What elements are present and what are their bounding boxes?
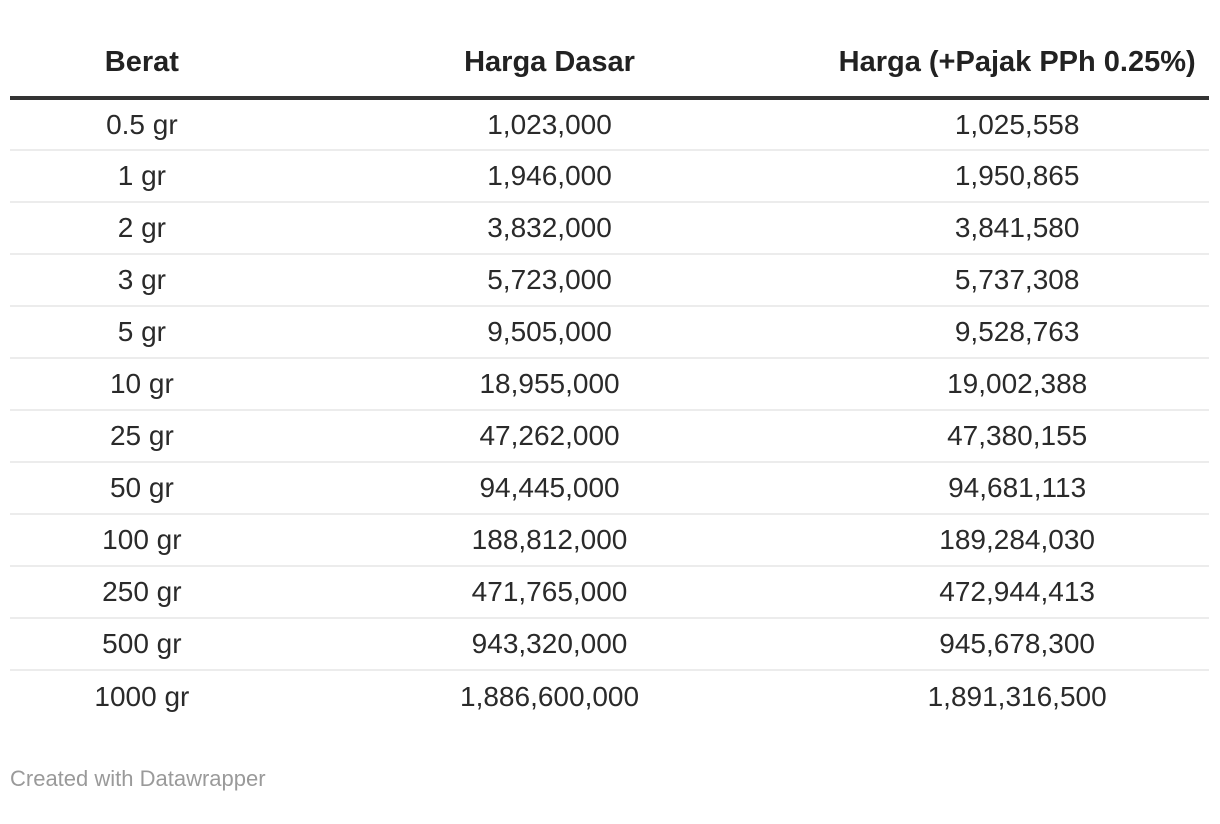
cell-berat: 1000 gr bbox=[94, 680, 190, 712]
cell-harga-pajak: 1,950,865 bbox=[825, 150, 1209, 203]
cell-harga-pajak: 3,841,580 bbox=[825, 202, 1209, 255]
cell-harga-pajak: 47,380,155 bbox=[825, 410, 1209, 463]
table-row: 250 gr 471,765,000 472,944,413 bbox=[10, 566, 1209, 619]
table-row: 1000 gr 1,886,600,000 1,891,316,500 bbox=[10, 670, 1209, 722]
table-row: 3 gr 5,723,000 5,737,308 bbox=[10, 254, 1209, 307]
cell-berat: 10 gr bbox=[10, 358, 274, 411]
cell-harga-pajak: 945,678,300 bbox=[825, 618, 1209, 671]
cell-harga-dasar: 1,023,000 bbox=[273, 98, 826, 151]
table-row: 10 gr 18,955,000 19,002,388 bbox=[10, 358, 1209, 411]
cell-harga-pajak: 472,944,413 bbox=[825, 566, 1209, 619]
column-header-harga-pajak: Harga (+Pajak PPh 0.25%) bbox=[825, 0, 1209, 100]
table-row: 25 gr 47,262,000 47,380,155 bbox=[10, 410, 1209, 463]
datawrapper-credit: Created with Datawrapper bbox=[10, 766, 266, 791]
table-row: 0.5 gr 1,023,000 1,025,558 bbox=[10, 98, 1209, 151]
cell-harga-pajak: 9,528,763 bbox=[825, 306, 1209, 359]
cell-harga-pajak: 189,284,030 bbox=[825, 514, 1209, 567]
cell-harga-dasar: 94,445,000 bbox=[273, 462, 826, 515]
price-table: Berat Harga Dasar Harga (+Pajak PPh 0.25… bbox=[10, 0, 1209, 722]
cell-harga-pajak: 19,002,388 bbox=[825, 358, 1209, 411]
cell-harga-dasar: 1,886,600,000 bbox=[460, 680, 640, 712]
cell-harga-pajak: 1,025,558 bbox=[825, 98, 1209, 151]
cell-harga-pajak: 94,681,113 bbox=[825, 462, 1209, 515]
cell-harga-dasar: 943,320,000 bbox=[273, 618, 826, 671]
cell-harga-dasar: 18,955,000 bbox=[273, 358, 826, 411]
price-table-container: Berat Harga Dasar Harga (+Pajak PPh 0.25… bbox=[10, 0, 1209, 722]
cell-berat: 1 gr bbox=[10, 150, 274, 203]
table-row: 500 gr 943,320,000 945,678,300 bbox=[10, 618, 1209, 671]
cell-berat: 25 gr bbox=[10, 410, 274, 463]
cell-harga-dasar: 471,765,000 bbox=[273, 566, 826, 619]
cell-berat: 0.5 gr bbox=[10, 98, 274, 151]
table-row: 50 gr 94,445,000 94,681,113 bbox=[10, 462, 1209, 515]
table-body: 0.5 gr 1,023,000 1,025,558 1 gr 1,946,000 1,9… bbox=[10, 98, 1209, 722]
table-row: 100 gr 188,812,000 189,284,030 bbox=[10, 514, 1209, 567]
cell-harga-dasar: 5,723,000 bbox=[273, 254, 826, 307]
cell-harga-dasar: 3,832,000 bbox=[273, 202, 826, 255]
cell-berat: 2 gr bbox=[10, 202, 274, 255]
table-row: 2 gr 3,832,000 3,841,580 bbox=[10, 202, 1209, 255]
cell-harga-pajak: 5,737,308 bbox=[825, 254, 1209, 307]
table-row: 5 gr 9,505,000 9,528,763 bbox=[10, 306, 1209, 359]
cell-harga-dasar: 188,812,000 bbox=[273, 514, 826, 567]
table-header-row: Berat Harga Dasar Harga (+Pajak PPh 0.25… bbox=[10, 0, 1209, 100]
cell-harga-dasar: 9,505,000 bbox=[273, 306, 826, 359]
cell-berat: 50 gr bbox=[10, 462, 274, 515]
cell-berat: 5 gr bbox=[10, 306, 274, 359]
cell-harga-pajak: 1,891,316,500 bbox=[927, 680, 1107, 712]
table-row: 1 gr 1,946,000 1,950,865 bbox=[10, 150, 1209, 203]
cell-berat: 250 gr bbox=[10, 566, 274, 619]
cell-berat: 3 gr bbox=[10, 254, 274, 307]
cell-berat: 100 gr bbox=[10, 514, 274, 567]
cell-berat: 500 gr bbox=[10, 618, 274, 671]
column-header-harga-dasar: Harga Dasar bbox=[273, 0, 826, 100]
column-header-berat: Berat bbox=[10, 0, 274, 100]
cell-harga-dasar: 47,262,000 bbox=[273, 410, 826, 463]
cell-harga-dasar: 1,946,000 bbox=[273, 150, 826, 203]
